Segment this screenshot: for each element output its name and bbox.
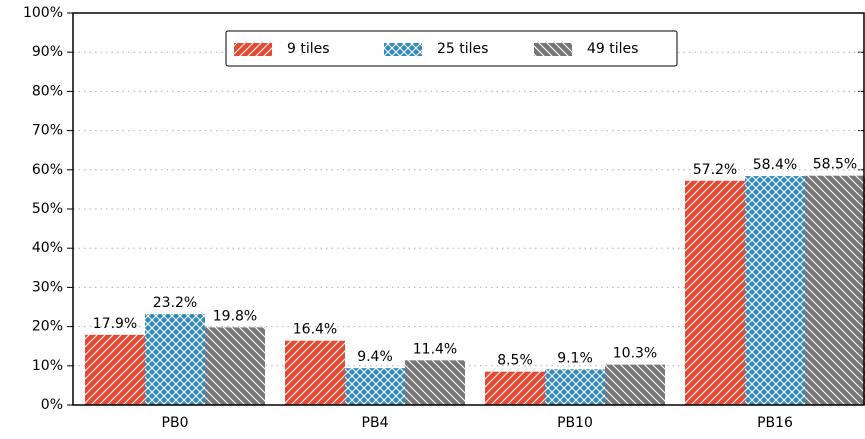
- plot-frame: [72, 12, 865, 406]
- bar: [545, 369, 605, 405]
- bar: [685, 180, 745, 405]
- legend-swatch: [384, 43, 422, 56]
- value-label: 9.1%: [557, 350, 593, 366]
- value-label: 57.2%: [693, 162, 737, 178]
- value-label: 10.3%: [613, 346, 657, 362]
- legend-label: 25 tiles: [437, 41, 488, 57]
- bar: [205, 327, 265, 405]
- legend-label: 9 tiles: [287, 41, 330, 57]
- bar: [605, 364, 665, 405]
- value-label: 8.5%: [497, 353, 533, 369]
- value-label: 17.9%: [93, 316, 137, 332]
- y-tick-label: 20%: [32, 319, 63, 335]
- bar: [145, 314, 205, 405]
- x-tick-label: PB0: [162, 415, 189, 431]
- bar: [485, 371, 545, 405]
- value-label: 19.8%: [213, 308, 257, 324]
- value-label: 9.4%: [357, 349, 393, 365]
- x-tick-label: PB10: [557, 415, 593, 431]
- legend-swatch: [534, 43, 572, 56]
- value-label: 11.4%: [413, 341, 457, 357]
- value-label: 58.5%: [813, 157, 857, 173]
- legend-swatch: [234, 43, 272, 56]
- y-tick-label: 100%: [23, 5, 63, 21]
- y-tick-label: 40%: [32, 240, 63, 256]
- value-label: 58.4%: [753, 157, 797, 173]
- y-tick-label: 30%: [32, 279, 63, 295]
- legend-box: [225, 30, 678, 67]
- bar: [745, 176, 805, 405]
- y-tick-label: 60%: [32, 162, 63, 178]
- bar: [285, 340, 345, 405]
- y-tick-label: 10%: [32, 358, 63, 374]
- bar: [405, 360, 465, 405]
- legend-label: 49 tiles: [587, 41, 638, 57]
- y-tick-label: 50%: [32, 201, 63, 217]
- y-tick-label: 90%: [32, 44, 63, 60]
- bar: [345, 368, 405, 405]
- y-tick-label: 70%: [32, 123, 63, 139]
- y-tick-label: 0%: [41, 397, 63, 413]
- y-tick-label: 80%: [32, 83, 63, 99]
- value-label: 23.2%: [153, 295, 197, 311]
- value-label: 16.4%: [293, 322, 337, 338]
- x-tick-label: PB4: [362, 415, 389, 431]
- legend: 9 tiles 25 tiles 49 tiles: [225, 30, 678, 67]
- x-tick-label: PB16: [757, 415, 793, 431]
- bar: [85, 334, 145, 405]
- bar: [805, 175, 865, 405]
